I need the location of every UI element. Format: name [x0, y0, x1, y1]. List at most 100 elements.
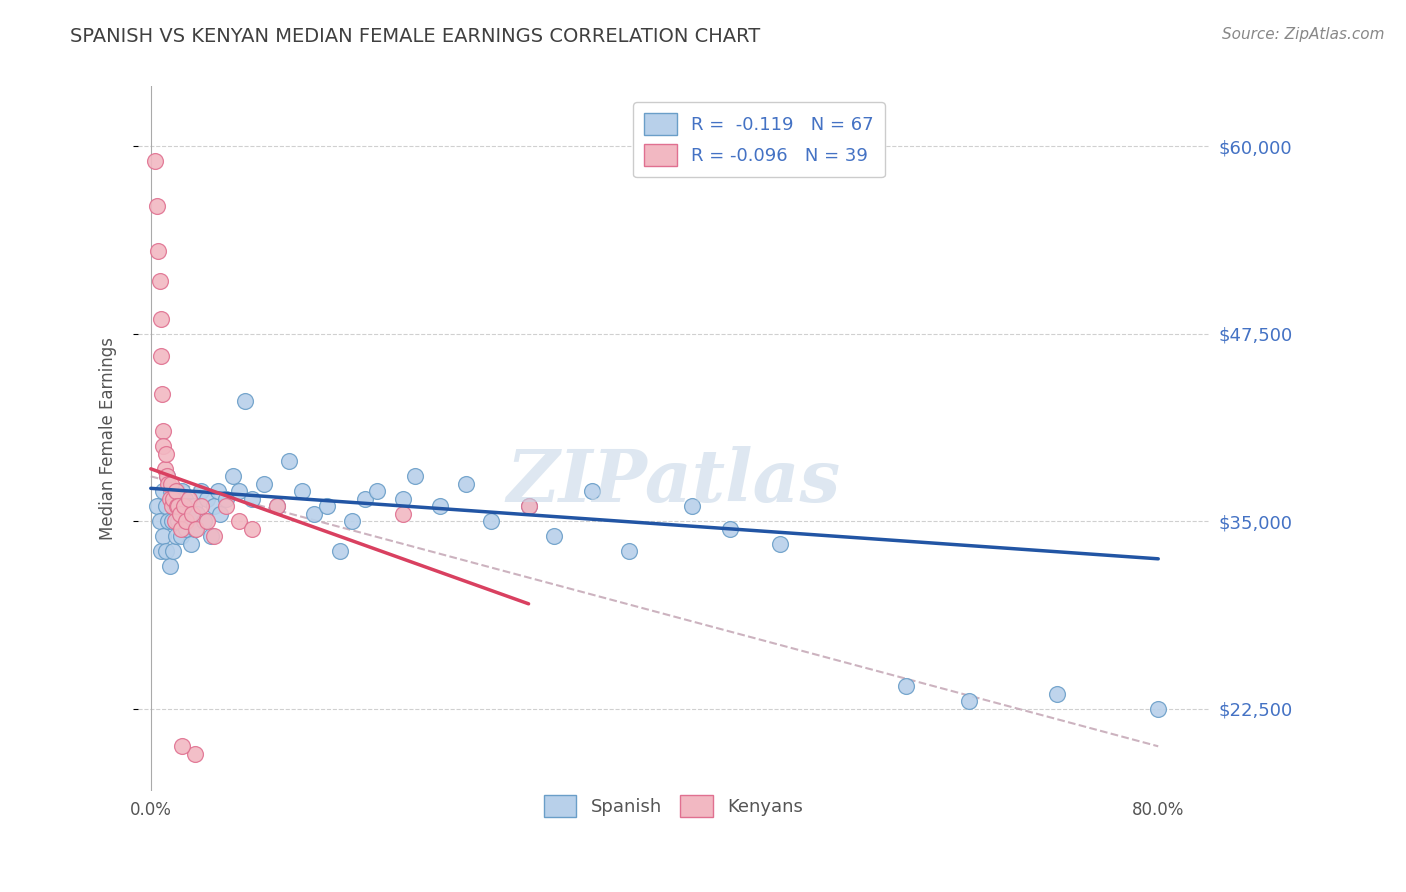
Point [169, 507, 191, 521]
Point [173, 500, 195, 514]
Point [184, 747, 207, 761]
Point [207, 484, 229, 499]
Point [149, 514, 172, 528]
Point [221, 469, 243, 483]
Point [957, 694, 980, 708]
Point [179, 514, 201, 528]
Point [183, 500, 205, 514]
Point [152, 529, 174, 543]
Point [329, 544, 352, 558]
Point [156, 469, 179, 483]
Point [166, 484, 188, 499]
Point [429, 500, 451, 514]
Point [619, 544, 641, 558]
Point [215, 500, 238, 514]
Point [200, 529, 222, 543]
Point [197, 514, 219, 528]
Point [479, 514, 502, 528]
Point [354, 491, 377, 506]
Point [896, 679, 918, 693]
Point [316, 500, 339, 514]
Point [172, 484, 194, 499]
Point [240, 522, 263, 536]
Point [240, 491, 263, 506]
Point [152, 484, 174, 499]
Point [454, 476, 477, 491]
Point [184, 522, 207, 536]
Point [148, 244, 170, 259]
Point [266, 500, 288, 514]
Point [152, 439, 174, 453]
Point [160, 500, 183, 514]
Point [190, 484, 212, 499]
Point [169, 500, 191, 514]
Point [517, 500, 540, 514]
Point [162, 544, 184, 558]
Point [160, 514, 183, 528]
Point [174, 514, 197, 528]
Point [159, 491, 181, 506]
Point [172, 739, 194, 754]
Text: ZIPatlas: ZIPatlas [506, 446, 841, 516]
Point [769, 537, 792, 551]
Point [173, 507, 195, 521]
Point [233, 394, 256, 409]
Point [177, 500, 200, 514]
Point [184, 522, 207, 536]
Point [149, 544, 172, 558]
Point [391, 491, 413, 506]
Point [170, 522, 193, 536]
Point [152, 425, 174, 439]
Point [186, 507, 208, 521]
Point [174, 522, 197, 536]
Point [166, 500, 188, 514]
Point [146, 199, 169, 213]
Point [215, 491, 238, 506]
Point [291, 484, 314, 499]
Point [167, 500, 190, 514]
Point [197, 491, 219, 506]
Point [167, 514, 190, 528]
Point [162, 491, 184, 506]
Point [266, 500, 288, 514]
Point [173, 491, 195, 506]
Point [155, 544, 177, 558]
Point [153, 462, 176, 476]
Text: SPANISH VS KENYAN MEDIAN FEMALE EARNINGS CORRELATION CHART: SPANISH VS KENYAN MEDIAN FEMALE EARNINGS… [70, 27, 761, 45]
Point [181, 507, 204, 521]
Point [160, 484, 183, 499]
Legend: Spanish, Kenyans: Spanish, Kenyans [537, 789, 810, 824]
Point [193, 514, 215, 528]
Point [160, 476, 183, 491]
Point [156, 469, 179, 483]
Point [159, 559, 181, 574]
Point [228, 514, 250, 528]
Point [404, 469, 426, 483]
Point [209, 507, 232, 521]
Point [163, 500, 186, 514]
Text: Source: ZipAtlas.com: Source: ZipAtlas.com [1222, 27, 1385, 42]
Y-axis label: Median Female Earnings: Median Female Earnings [100, 337, 117, 541]
Point [170, 529, 193, 543]
Point [391, 507, 413, 521]
Point [165, 529, 187, 543]
Point [149, 274, 172, 288]
Point [517, 500, 540, 514]
Point [157, 514, 180, 528]
Point [146, 500, 169, 514]
Point [1046, 687, 1069, 701]
Point [228, 484, 250, 499]
Point [278, 454, 301, 468]
Point [304, 507, 326, 521]
Point [366, 484, 388, 499]
Point [342, 514, 364, 528]
Point [149, 311, 172, 326]
Point [155, 500, 177, 514]
Point [155, 447, 177, 461]
Point [177, 491, 200, 506]
Point [180, 537, 202, 551]
Point [253, 476, 276, 491]
Point [150, 387, 173, 401]
Point [202, 529, 225, 543]
Point [543, 529, 565, 543]
